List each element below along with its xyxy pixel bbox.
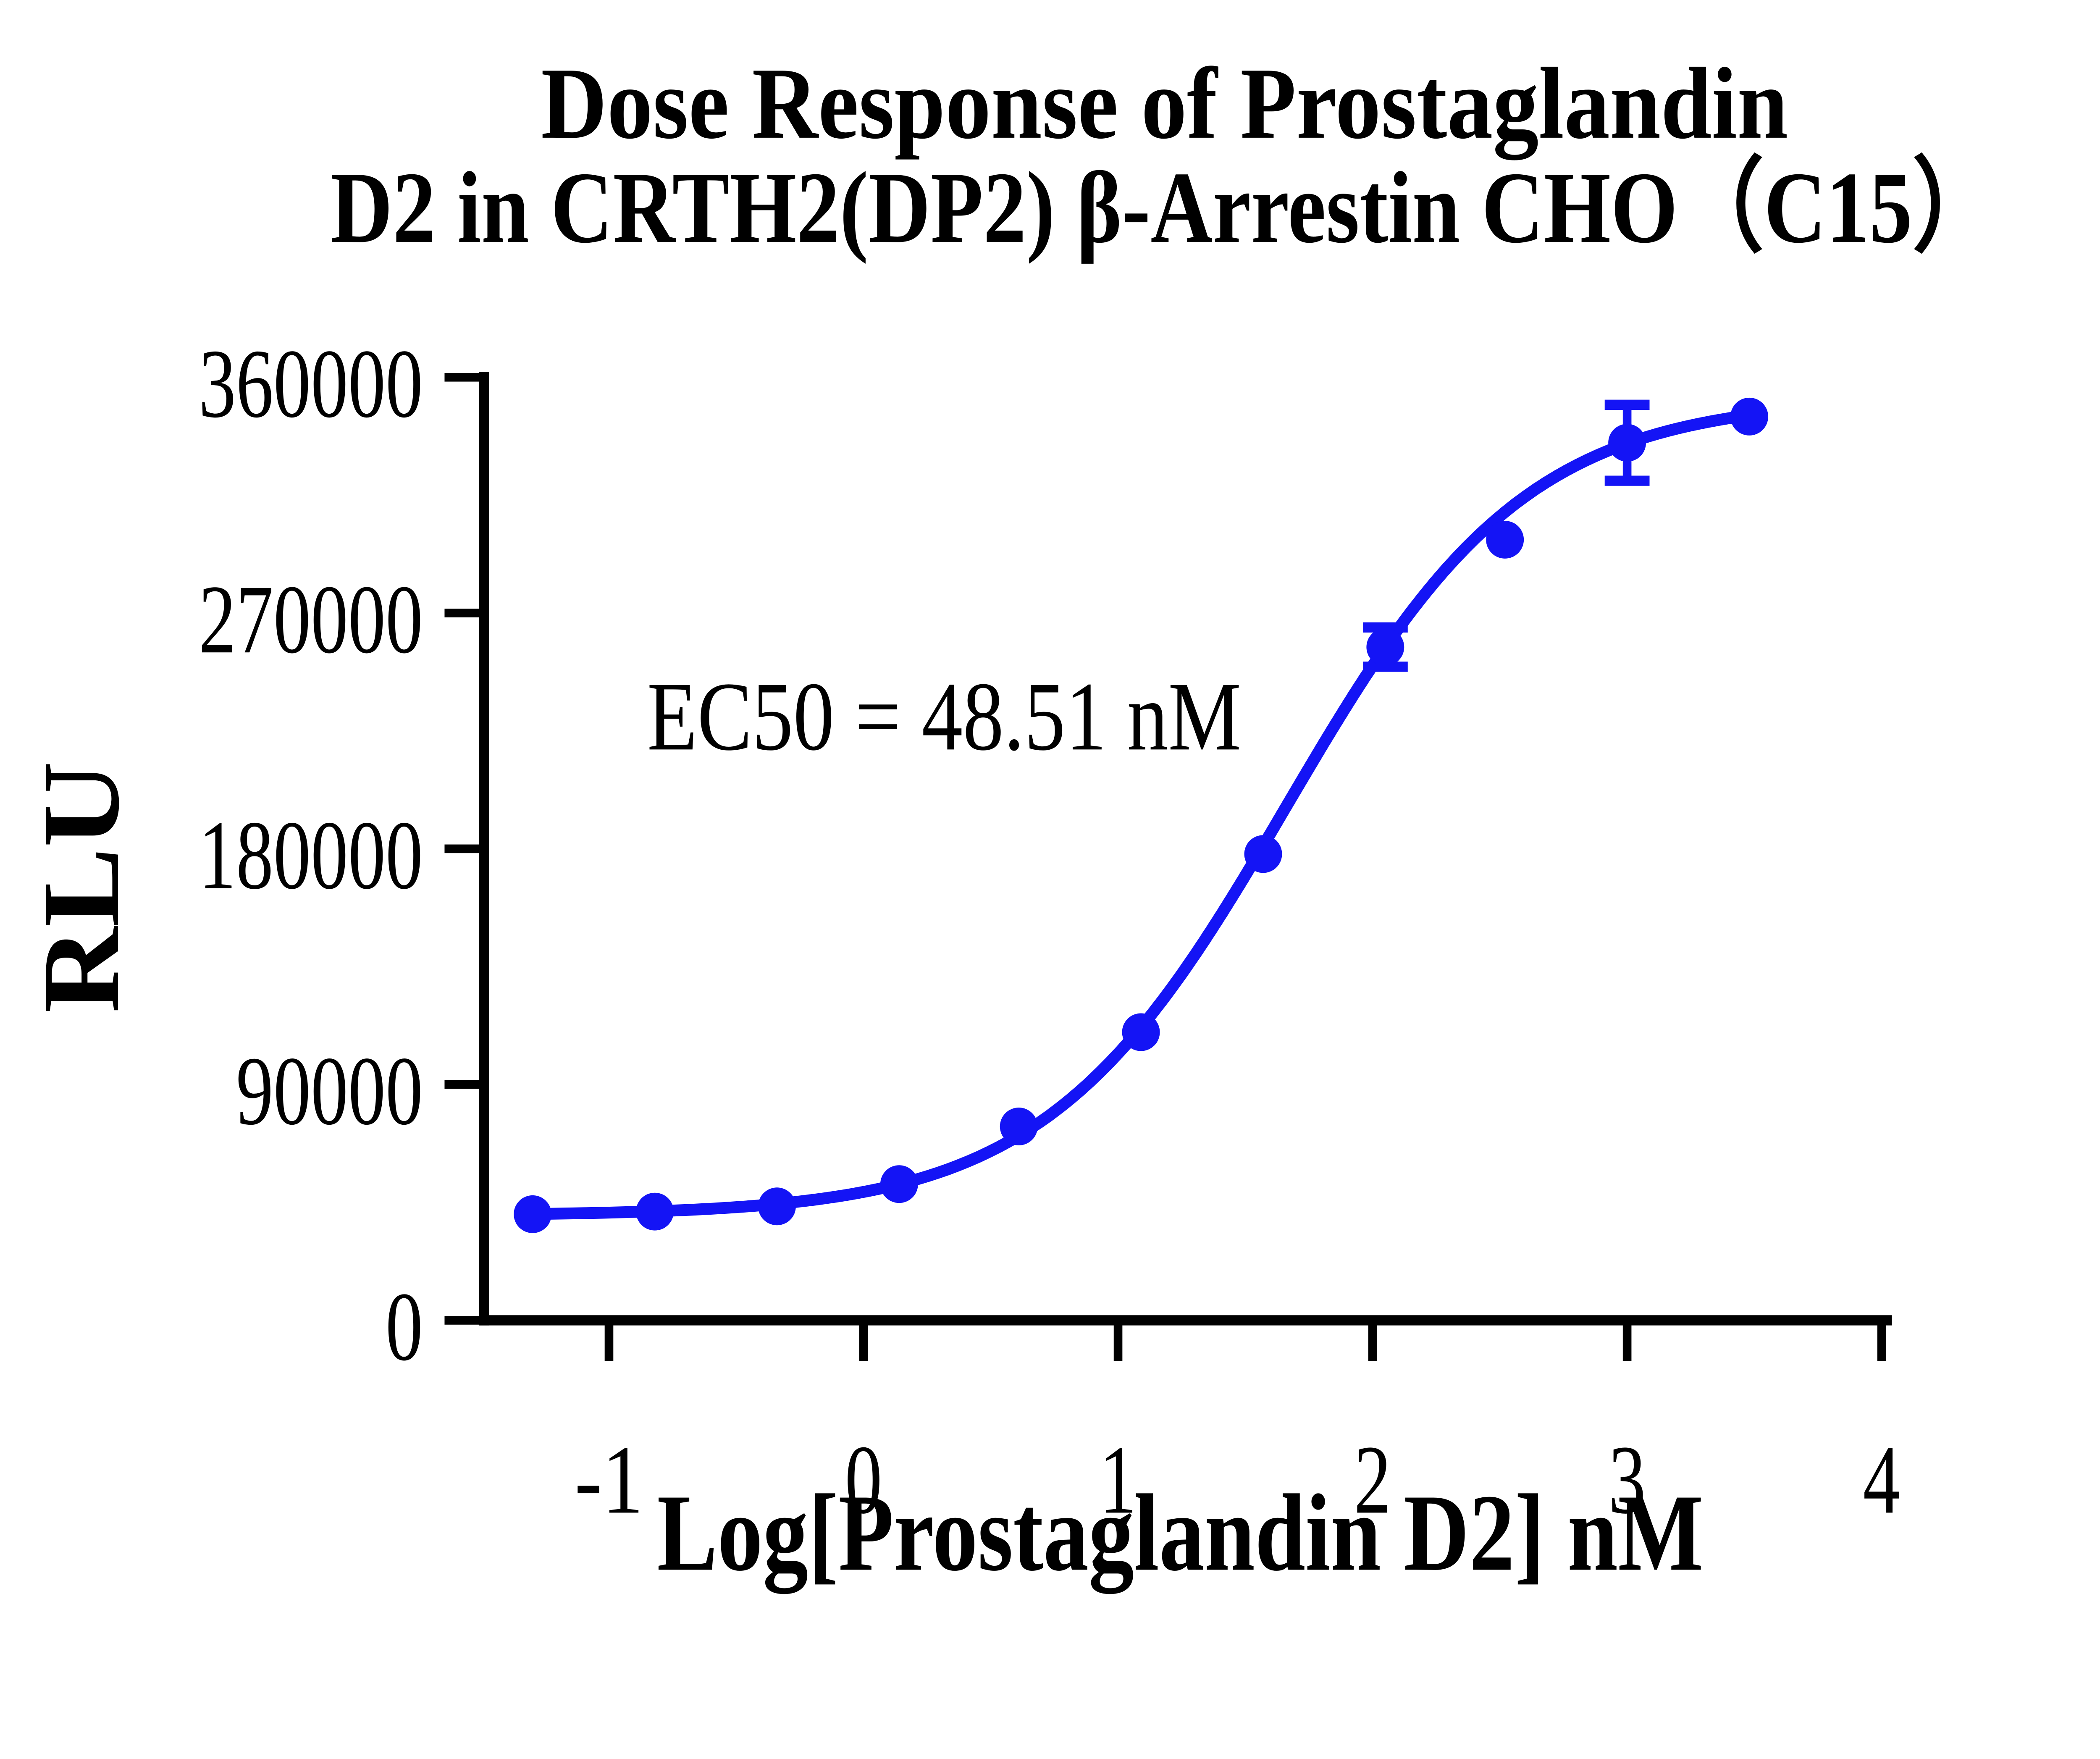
- data-point: [1366, 628, 1404, 666]
- x-tick-label: 1: [1100, 1425, 1137, 1534]
- x-axis-title: Log[Prostaglandin D2] nM: [657, 1471, 1704, 1595]
- y-ticks: [444, 373, 484, 1325]
- dose-response-chart-container: Dose Response of Prostaglandin D2 in CRT…: [20, 46, 1999, 1596]
- y-tick: [444, 373, 484, 382]
- x-tick: [1368, 1320, 1377, 1361]
- dose-response-chart: Dose Response of Prostaglandin D2 in CRT…: [20, 46, 1999, 1596]
- ec50-annotation: EC50 = 48.51 nM: [647, 662, 1241, 771]
- y-tick-label: 180000: [199, 801, 423, 910]
- y-tick-label: 0: [386, 1272, 423, 1381]
- data-point: [514, 1195, 552, 1233]
- data-point: [1244, 835, 1282, 873]
- data-point: [636, 1192, 674, 1231]
- y-tick-label: 360000: [199, 329, 423, 438]
- data-point: [1122, 1013, 1160, 1051]
- x-tick: [1622, 1320, 1632, 1361]
- axes: [478, 372, 1892, 1326]
- chart-title-line1: Dose Response of Prostaglandin: [541, 47, 1788, 160]
- x-tick-labels: -1 0 1 2 3 4: [575, 1425, 1900, 1534]
- fit-curve: [527, 409, 1756, 1220]
- x-axis-line: [478, 1315, 1892, 1326]
- data-point: [880, 1165, 918, 1203]
- x-tick: [1113, 1320, 1123, 1361]
- x-tick-label: -1: [575, 1425, 643, 1534]
- data-point: [758, 1187, 796, 1226]
- y-tick-label: 90000: [236, 1036, 423, 1145]
- data-point: [1730, 397, 1769, 436]
- x-tick-label: 0: [845, 1425, 882, 1534]
- chart-title-line2: D2 in CRTH2(DP2) β-Arrestin CHO（C15）: [331, 151, 1999, 264]
- y-tick: [444, 844, 484, 853]
- x-tick: [604, 1320, 614, 1361]
- x-tick: [859, 1320, 868, 1361]
- y-axis-title: RLU: [20, 761, 142, 1013]
- x-tick-label: 4: [1863, 1425, 1900, 1534]
- y-tick: [444, 1080, 484, 1089]
- y-tick-label: 270000: [199, 564, 423, 674]
- data-point: [1000, 1108, 1038, 1145]
- x-tick: [1877, 1320, 1886, 1361]
- y-tick: [444, 1316, 484, 1325]
- data-points: [514, 397, 1769, 1233]
- fit-curve-path: [527, 409, 1756, 1220]
- data-point: [1486, 520, 1524, 559]
- data-point: [1608, 424, 1646, 462]
- x-tick-label: 2: [1354, 1425, 1391, 1534]
- x-ticks: [604, 1320, 1886, 1361]
- y-tick-labels: 0 90000 180000 270000 360000: [199, 329, 423, 1381]
- x-tick-label: 3: [1609, 1425, 1646, 1534]
- y-tick: [444, 609, 484, 617]
